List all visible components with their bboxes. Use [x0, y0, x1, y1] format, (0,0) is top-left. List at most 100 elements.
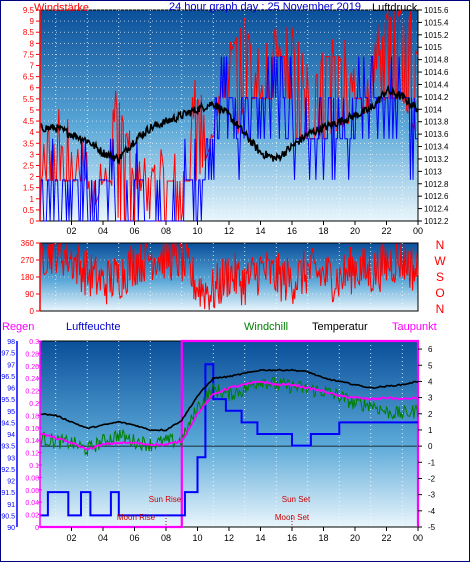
- pressure-axis-tick-label: 1012.2: [424, 217, 449, 226]
- pressure-axis-tick-label: 1014.8: [424, 56, 449, 65]
- direction-axis-tick-label: 90: [25, 290, 34, 299]
- chart-title: 24 hour graph day : 25 November 2019: [169, 1, 361, 13]
- wind-axis-tick-label: 2.5: [23, 161, 35, 170]
- direction-axis-ticks: 360 270 180 90 0: [21, 239, 41, 316]
- rain-axis-tick-label: 0.08: [25, 475, 39, 482]
- x-axis-tick-label: 16: [287, 226, 297, 236]
- humidity-axis-tick-label: 96: [7, 386, 15, 393]
- pressure-axis-tick-label: 1015.2: [424, 31, 449, 40]
- humidity-axis-tick-label: 97: [7, 362, 15, 369]
- temperature-axis-tick-label: -5: [428, 523, 436, 532]
- humidity-axis-tick-label: 97.5: [1, 351, 15, 358]
- humidity-axis-tick-label: 93.5: [1, 444, 15, 451]
- wind-axis-tick-label: 6.5: [23, 73, 35, 82]
- wind-axis-tick-label: 8: [30, 39, 35, 48]
- wind-axis-tick-label: 6: [30, 84, 35, 93]
- pressure-axis-title: Luftdruck: [372, 2, 418, 14]
- wind-axis-tick-label: 4.5: [23, 117, 35, 126]
- wind-mean-line: [39, 56, 418, 222]
- temperature-axis-tick-label: 3: [428, 394, 433, 403]
- pressure-axis-tick-label: 1014.4: [424, 80, 449, 89]
- wind-axis-title: Windstärke: [34, 2, 89, 14]
- pressure-axis-tick-label: 1013.2: [424, 155, 449, 164]
- temperature-axis-tick-label: 6: [428, 345, 433, 354]
- temperature-axis-tick-label: -4: [428, 507, 436, 516]
- windchill-series: [39, 376, 419, 457]
- x-axis-tick-label: 04: [98, 226, 108, 236]
- humidity-line: [40, 363, 418, 517]
- x-axis-tick-label: 08: [161, 533, 171, 543]
- sun-set-label: Sun Set: [282, 495, 311, 504]
- direction-axis-tick-label: 360: [21, 239, 35, 248]
- wind-direction-line: [40, 242, 419, 311]
- rain-axis-tick-label: 0.28: [25, 351, 39, 358]
- rain-axis-tick-label: 0.18: [25, 413, 39, 420]
- wind-axis-tick-label: 1.5: [23, 184, 35, 193]
- pressure-axis-tick-label: 1014.2: [424, 93, 449, 102]
- humidity-axis-tick-label: 92: [7, 479, 15, 486]
- pressure-axis-tick-label: 1013.4: [424, 143, 449, 152]
- humidity-legend: Luftfeuchte: [66, 321, 120, 333]
- temperature-axis-tick-label: -1: [428, 458, 436, 467]
- humidity-axis-tick-label: 94: [7, 432, 15, 439]
- compass-label: W: [434, 254, 446, 268]
- temperature-axis-tick-label: -2: [428, 474, 436, 483]
- x-axis-tick-label: 04: [98, 533, 108, 543]
- wind-axis-tick-label: 0.5: [23, 206, 35, 215]
- rain-axis-tick-label: 0.2: [29, 401, 39, 408]
- temperature-grid: [40, 341, 418, 527]
- rain-axis-ticks: 0.3 0.28 0.26 0.24 0.22 0.2 0.18 0.16 0.14 0.12 0.…: [25, 339, 42, 532]
- rain-legend: Regen: [2, 321, 34, 333]
- humidity-axis-tick-label: 91: [7, 502, 15, 509]
- x-axis-tick-label: 12: [224, 533, 234, 543]
- rain-axis-tick-label: 0.02: [25, 513, 39, 520]
- rain-axis-tick-label: 0.3: [29, 339, 39, 346]
- pressure-axis-ticks: 1015.6 1015.4 1015.2 1015 1014.8 1014.6 1014.4…: [418, 6, 449, 226]
- pressure-axis-tick-label: 1015.6: [424, 6, 449, 15]
- compass-label: S: [436, 270, 444, 284]
- temperature-axis-tick-label: 0: [428, 442, 433, 451]
- humidity-axis-tick-label: 98: [7, 339, 15, 346]
- x-axis-tick-label: 20: [350, 226, 360, 236]
- wind-axis-tick-label: 5: [30, 106, 35, 115]
- humidity-axis-ticks: 98 97.5 97 96.5 96 95.5 95 94.5 94 93.5 93 92.5 92 91…: [1, 339, 18, 532]
- x-axis-tick-label: 06: [129, 533, 139, 543]
- wind-axis-ticks: 9.5 9 8.5 8 7.5 7 6.5 6 5.5 5 4.5 4 3.5 3 2.5 2 1.5 1 0.5 0: [23, 6, 41, 226]
- humidity-series: [40, 363, 418, 517]
- x-axis-tick-label: 00: [413, 226, 423, 236]
- temperature-axis-tick-label: 2: [428, 410, 433, 419]
- rain-axis-tick-label: 0.22: [25, 389, 39, 396]
- pressure-axis-tick-label: 1012.6: [424, 192, 449, 201]
- humidity-axis-tick-label: 95.5: [1, 397, 15, 404]
- compass-label: O: [435, 286, 444, 300]
- windchill-legend: Windchill: [244, 321, 288, 333]
- wind-axis-tick-label: 1: [30, 195, 35, 204]
- rain-axis-tick-label: 0.12: [25, 451, 39, 458]
- temperature-humidity-panel: Sun Rise Moon Rise Sun Set Moon Set 0.3 0.28…: [1, 321, 436, 543]
- rain-axis-tick-label: 0.04: [25, 500, 39, 507]
- temperature-series: [39, 368, 419, 432]
- moon-rise-label: Moon Rise: [117, 513, 156, 522]
- humidity-axis-tick-label: 94.5: [1, 420, 15, 427]
- rain-axis-tick-label: 0.16: [25, 426, 39, 433]
- temperature-axis-ticks: 6 5 4 3 2 1 0 -1 -2 -3 -4 -5: [418, 345, 436, 532]
- temperature-axis-tick-label: 1: [428, 426, 433, 435]
- x-axis-tick-label: 10: [192, 226, 202, 236]
- temperature-axis-tick-label: 4: [428, 377, 433, 386]
- dewpoint-legend: Taupunkt: [392, 321, 437, 333]
- pressure-axis-tick-label: 1013.6: [424, 130, 449, 139]
- temperature-plot-area: [39, 340, 419, 528]
- wind-axis-tick-label: 7.5: [23, 50, 35, 59]
- wind-pressure-x-ticks: 02 04 06 08 10 12 14 16 18 20 22 00: [66, 221, 423, 236]
- pressure-axis-tick-label: 1013: [424, 167, 442, 176]
- x-axis-tick-label: 00: [413, 533, 423, 543]
- x-axis-tick-label: 22: [381, 533, 391, 543]
- humidity-axis-tick-label: 92.5: [1, 467, 15, 474]
- temperature-line: [39, 368, 419, 432]
- direction-axis-tick-label: 180: [21, 273, 35, 282]
- x-axis-tick-label: 22: [381, 226, 391, 236]
- pressure-axis-tick-label: 1013.8: [424, 118, 449, 127]
- direction-axis-tick-label: 0: [30, 307, 35, 316]
- wind-axis-tick-label: 9: [30, 17, 35, 26]
